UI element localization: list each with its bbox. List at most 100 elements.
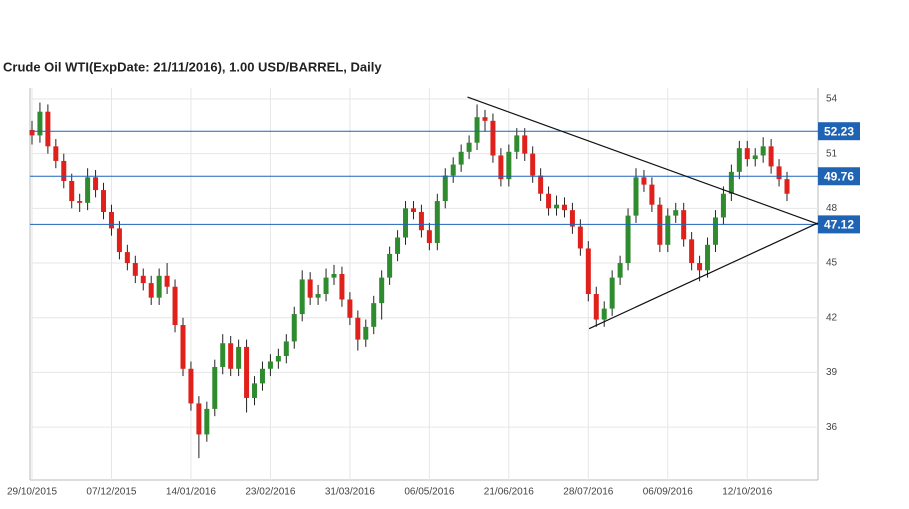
candle-body [697,263,703,271]
candle-body [101,190,107,212]
candle-body [228,343,234,369]
candle-body [236,346,242,369]
x-tick-label: 23/02/2016 [245,487,295,498]
candle-body [474,117,480,143]
candle-body [641,177,647,185]
candle-body [116,228,122,253]
candle-body [458,151,464,165]
candle-body [252,383,258,398]
candle-body [538,175,544,194]
y-tick-label: 48 [826,203,838,214]
x-tick-label: 14/01/2016 [166,487,216,498]
candle-body [569,210,575,227]
candle-body [752,155,758,160]
candle-body [514,135,520,152]
candle-body [212,366,218,409]
candle-body [665,215,671,245]
candle-body [331,273,337,278]
candle-body [530,153,536,176]
candle-body [689,239,695,264]
candle-body [760,146,766,156]
trendline [588,222,819,330]
candle-body [45,111,51,147]
y-tick-label: 39 [826,367,838,378]
candle-body [69,180,75,202]
x-tick-label: 12/10/2016 [722,487,772,498]
candle-body [617,263,623,278]
candle-body [323,277,329,295]
candle-body [601,308,607,320]
candle-body [434,201,440,243]
candle-body [593,294,599,320]
candle-body [85,177,91,203]
candle-body [482,117,488,121]
candle-body [156,275,162,298]
candle-body [347,299,353,318]
trendline [467,96,819,225]
candle-body [172,286,178,326]
candle-body [728,171,734,194]
x-tick-label: 21/06/2016 [484,487,534,498]
y-tick-label: 45 [826,258,838,269]
candle-body [196,403,202,435]
candle-body [355,317,361,340]
candle-body [498,155,504,180]
candle-body [244,346,250,398]
x-tick-label: 28/07/2016 [563,487,613,498]
level-label: 52.23 [824,124,854,138]
candle-body [132,263,138,276]
candle-body [220,343,226,367]
candle-body [768,146,774,167]
candle-body [307,279,313,298]
candle-body [204,408,210,435]
candle-body [585,248,591,295]
y-tick-label: 42 [826,312,838,323]
candle-body [522,135,528,154]
candle-body [673,210,679,216]
candle-body [259,368,265,384]
candle-body [744,148,750,160]
candle-body [387,253,393,278]
candle-body [784,179,790,194]
candle-body [140,275,146,284]
y-tick-label: 51 [826,148,838,159]
x-tick-label: 29/10/2015 [7,487,57,498]
level-badge [818,215,860,234]
candle-body [395,237,401,254]
candle-body [506,151,512,180]
candle-body [283,341,289,357]
candle-body [554,204,560,209]
candle-body [625,215,631,264]
x-tick-label: 31/03/2016 [325,487,375,498]
candle-body [633,177,639,216]
candle-body [267,361,273,369]
candle-body [577,226,583,249]
candle-body [108,211,114,229]
candle-body [148,283,154,298]
chart-title: Crude Oil WTI(ExpDate: 21/11/2016), 1.00… [3,59,382,74]
candle-body [188,368,194,404]
candle-body [442,175,448,202]
candle-body [315,294,321,298]
candle-body [649,184,655,205]
candle-body [363,326,369,340]
candle-body [736,148,742,172]
candle-body [339,273,345,300]
candle-body [371,303,377,327]
candle-body [609,277,615,309]
level-badge [818,122,860,141]
candle-body [776,166,782,180]
candle-body [466,142,472,152]
candle-body [299,279,305,315]
x-tick-label: 06/05/2016 [404,487,454,498]
candle-body [450,164,456,176]
x-tick-label: 06/09/2016 [643,487,693,498]
candle-body [124,252,130,264]
candle-body [180,325,186,369]
candle-body [561,204,567,211]
candle-body [490,120,496,156]
candle-body [426,230,432,243]
candle-body [77,201,83,203]
candle-body [61,160,67,181]
